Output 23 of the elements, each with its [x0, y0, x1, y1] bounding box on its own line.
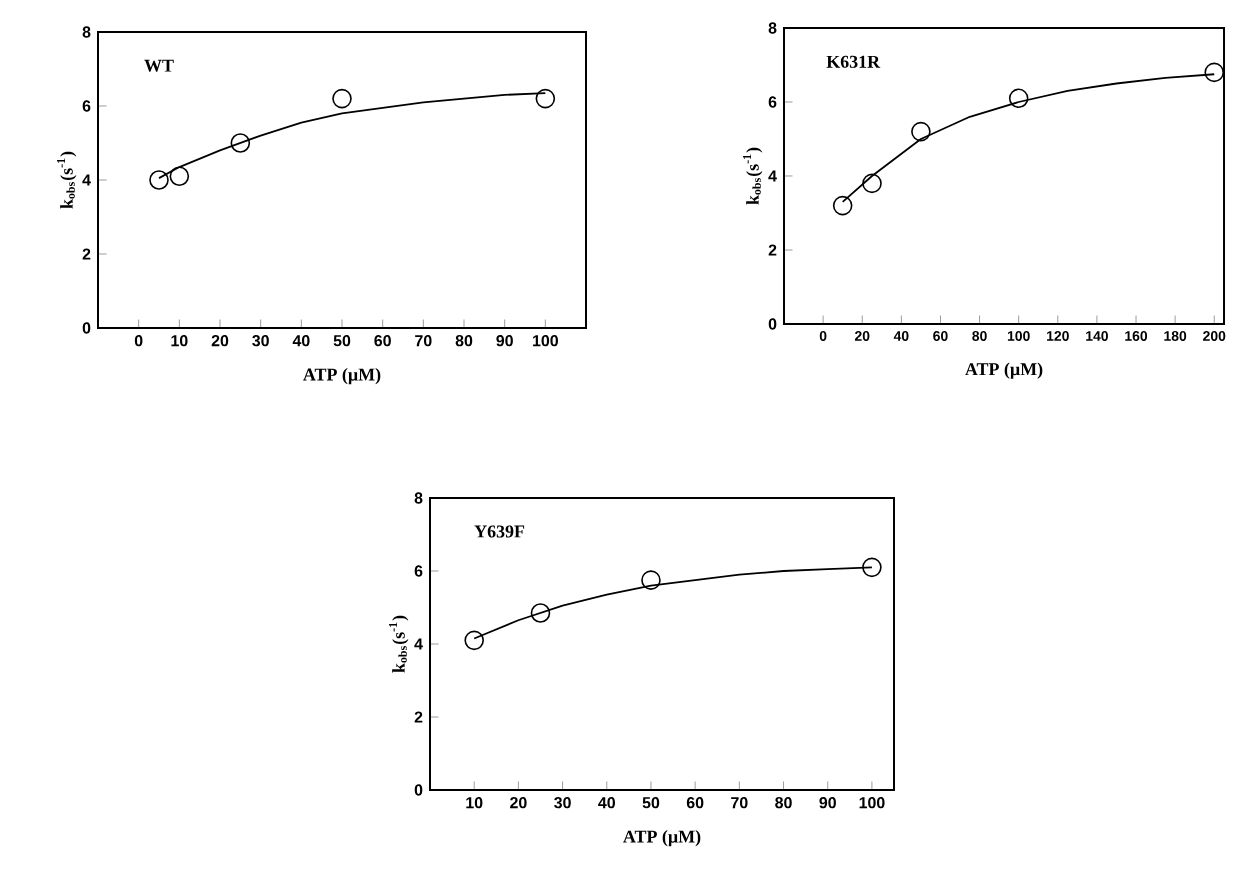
point — [862, 557, 882, 578]
point — [535, 88, 556, 109]
text: K631R — [826, 55, 881, 68]
point — [230, 133, 251, 153]
point — [911, 121, 931, 142]
x-axis-title: ATP (µM) — [965, 362, 1043, 379]
point — [332, 88, 352, 109]
point — [862, 173, 882, 194]
point — [149, 170, 169, 190]
point — [464, 630, 484, 651]
point — [530, 603, 551, 623]
y-axis-title: k$_{obs}$(s$^{-1}$) — [743, 147, 763, 205]
x-axis-title: ATP (µM) — [623, 830, 701, 847]
x-axis-title: ATP (µM) — [303, 368, 381, 385]
point — [641, 570, 661, 590]
point — [1008, 88, 1029, 109]
point — [1204, 62, 1225, 83]
text: Y639F — [474, 525, 525, 538]
y-axis-title: k$_{obs}$(s$^{-1}$) — [57, 151, 77, 209]
text: WT — [144, 59, 174, 72]
point — [832, 195, 853, 216]
point — [169, 166, 190, 187]
y-axis-title: k$_{obs}$(s$^{-1}$) — [389, 615, 409, 673]
